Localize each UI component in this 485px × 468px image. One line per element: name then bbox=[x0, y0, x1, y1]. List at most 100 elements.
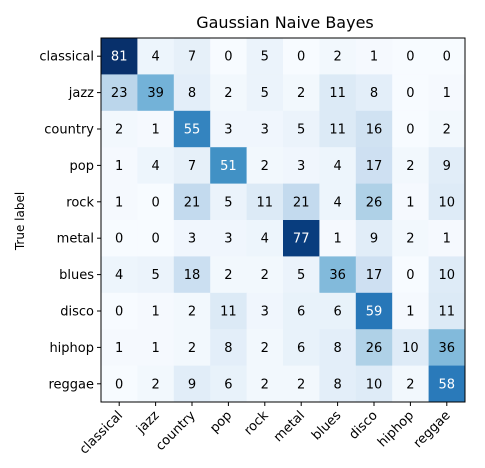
cell-value-label: 0 bbox=[224, 50, 232, 65]
x-tick-label-blues: blues bbox=[309, 408, 344, 443]
heatmap-cell-rock-blues bbox=[319, 183, 357, 221]
cell-value-label: 18 bbox=[184, 268, 201, 283]
heatmap-cell-hiphop-country bbox=[173, 329, 211, 367]
cell-value-label: 0 bbox=[115, 232, 123, 247]
heatmap-cell-classical-pop bbox=[210, 38, 248, 75]
heatmap-cell-classical-blues bbox=[319, 38, 357, 75]
cell-value-label: 1 bbox=[406, 195, 414, 210]
cell-value-label: 59 bbox=[366, 305, 383, 320]
heatmap-cell-jazz-disco bbox=[355, 74, 393, 112]
cell-value-label: 8 bbox=[188, 86, 196, 101]
cell-value-label: 81 bbox=[111, 50, 128, 65]
cell-value-label: 6 bbox=[333, 305, 341, 320]
heatmap-cell-hiphop-rock bbox=[246, 329, 284, 367]
heatmap-cell-disco-classical bbox=[101, 292, 138, 330]
heatmap-cell-pop-rock bbox=[246, 147, 284, 185]
heatmap-cell-hiphop-classical bbox=[101, 329, 138, 367]
heatmap-cell-blues-pop bbox=[210, 256, 248, 294]
heatmap-cell-pop-metal bbox=[283, 147, 320, 185]
heatmap-cell-blues-blues bbox=[319, 256, 357, 294]
heatmap-cell-classical-hiphop bbox=[392, 38, 430, 75]
cell-value-label: 0 bbox=[406, 268, 414, 283]
cell-value-label: 0 bbox=[151, 232, 159, 247]
cell-value-label: 1 bbox=[151, 123, 159, 138]
cell-value-label: 11 bbox=[257, 195, 274, 210]
heatmap-cell-reggae-blues bbox=[319, 365, 357, 403]
cell-value-label: 17 bbox=[366, 268, 383, 283]
heatmap-cell-metal-country bbox=[173, 220, 211, 257]
cell-value-label: 55 bbox=[184, 123, 201, 138]
heatmap-cell-blues-rock bbox=[246, 256, 284, 294]
heatmap-cell-reggae-reggae bbox=[428, 365, 466, 403]
cell-value-label: 8 bbox=[224, 341, 232, 356]
cell-value-label: 2 bbox=[151, 377, 159, 392]
cell-value-label: 2 bbox=[443, 123, 451, 138]
heatmap-cell-country-classical bbox=[101, 110, 138, 148]
heatmap-cell-jazz-jazz bbox=[137, 74, 175, 112]
heatmap-cell-disco-country bbox=[173, 292, 211, 330]
heatmap-cell-metal-hiphop bbox=[392, 220, 430, 257]
cell-value-label: 2 bbox=[188, 305, 196, 320]
heatmap-cell-hiphop-blues bbox=[319, 329, 357, 367]
heatmap-cell-country-metal bbox=[283, 110, 320, 148]
cell-value-label: 6 bbox=[224, 377, 232, 392]
heatmap-cell-metal-rock bbox=[246, 220, 284, 257]
heatmap-cell-disco-pop bbox=[210, 292, 248, 330]
cell-value-label: 5 bbox=[151, 268, 159, 283]
heatmap-cell-pop-jazz bbox=[137, 147, 175, 185]
heatmap-cell-rock-classical bbox=[101, 183, 138, 221]
heatmap-cell-classical-country bbox=[173, 38, 211, 75]
heatmap-cells bbox=[101, 38, 466, 403]
heatmap-cell-jazz-hiphop bbox=[392, 74, 430, 112]
heatmap-cell-hiphop-reggae bbox=[428, 329, 466, 367]
heatmap-cell-metal-jazz bbox=[137, 220, 175, 257]
cell-value-label: 0 bbox=[443, 50, 451, 65]
cell-value-label: 9 bbox=[370, 232, 378, 247]
cell-value-label: 2 bbox=[188, 341, 196, 356]
cell-value-label: 17 bbox=[366, 159, 383, 174]
cell-value-label: 5 bbox=[297, 268, 305, 283]
cell-value-label: 0 bbox=[151, 195, 159, 210]
x-tick-label-metal: metal bbox=[271, 408, 308, 445]
cell-value-label: 4 bbox=[261, 232, 269, 247]
cell-value-label: 1 bbox=[115, 159, 123, 174]
cell-value-label: 4 bbox=[333, 159, 341, 174]
cell-value-label: 2 bbox=[261, 377, 269, 392]
cell-value-label: 36 bbox=[439, 341, 456, 356]
cell-value-label: 10 bbox=[439, 195, 456, 210]
x-tick-label-rock: rock bbox=[241, 408, 272, 439]
cell-value-label: 10 bbox=[402, 341, 419, 356]
heatmap-cell-jazz-metal bbox=[283, 74, 320, 112]
heatmap-cell-blues-reggae bbox=[428, 256, 466, 294]
heatmap-cell-jazz-reggae bbox=[428, 74, 466, 112]
cell-value-label: 2 bbox=[261, 268, 269, 283]
cell-value-label: 2 bbox=[333, 50, 341, 65]
heatmap-cell-jazz-country bbox=[173, 74, 211, 112]
cell-value-label: 11 bbox=[329, 123, 346, 138]
heatmap-cell-pop-classical bbox=[101, 147, 138, 185]
y-tick-label-pop: pop bbox=[70, 159, 94, 174]
cell-value-label: 0 bbox=[297, 50, 305, 65]
heatmap-cell-metal-pop bbox=[210, 220, 248, 257]
cell-value-label: 5 bbox=[261, 50, 269, 65]
heatmap-cell-classical-metal bbox=[283, 38, 320, 75]
cell-value-label: 2 bbox=[297, 86, 305, 101]
heatmap-cell-reggae-rock bbox=[246, 365, 284, 403]
cell-value-label: 0 bbox=[115, 377, 123, 392]
heatmap-cell-classical-disco bbox=[355, 38, 393, 75]
cell-value-label: 36 bbox=[329, 268, 346, 283]
heatmap-cell-pop-reggae bbox=[428, 147, 466, 185]
heatmap-cell-pop-disco bbox=[355, 147, 393, 185]
cell-value-label: 77 bbox=[293, 232, 310, 247]
heatmap-cell-rock-rock bbox=[246, 183, 284, 221]
heatmap-cell-metal-reggae bbox=[428, 220, 466, 257]
heatmap-cell-jazz-classical bbox=[101, 74, 138, 112]
cell-value-label: 0 bbox=[406, 86, 414, 101]
heatmap-cell-pop-blues bbox=[319, 147, 357, 185]
heatmap-cell-pop-country bbox=[173, 147, 211, 185]
cell-value-label: 2 bbox=[297, 377, 305, 392]
heatmap-cell-classical-jazz bbox=[137, 38, 175, 75]
y-tick-label-rock: rock bbox=[66, 195, 94, 210]
cell-value-label: 9 bbox=[443, 159, 451, 174]
